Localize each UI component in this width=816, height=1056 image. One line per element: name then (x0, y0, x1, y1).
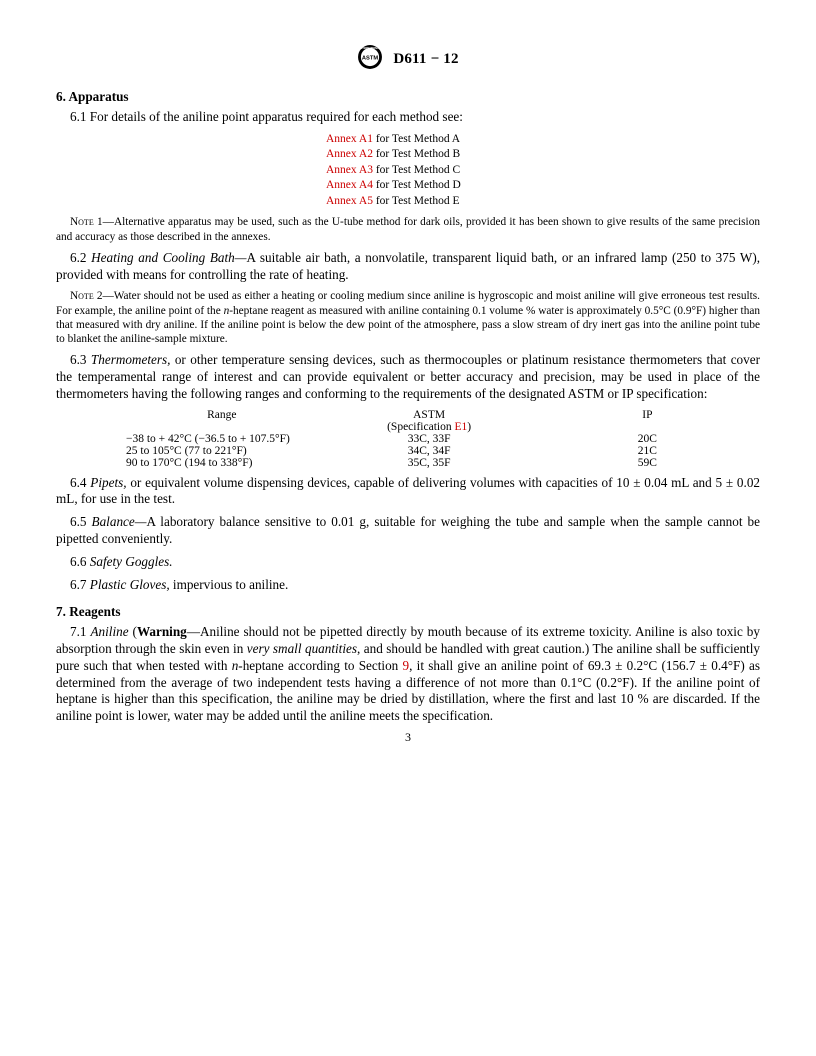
annex-link[interactable]: Annex A2 (326, 148, 373, 160)
spec-e1-link[interactable]: E1 (454, 421, 467, 433)
th-astm-line2b: ) (467, 421, 471, 433)
thermometer-table: Range ASTM (Specification E1) IP −38 to … (56, 409, 760, 469)
para-6-6: 6.6 Safety Goggles. (56, 554, 760, 571)
table-row: −38 to + 42°C (−36.5 to + 107.5°F) 33C, … (56, 433, 760, 445)
table-header-row: Range ASTM (Specification E1) IP (56, 409, 760, 433)
para-body: A laboratory balance sensitive to 0.01 g… (56, 514, 760, 546)
table-row: 90 to 170°C (194 to 338°F) 35C, 35F 59C (56, 457, 760, 469)
astm-logo: ASTM INTERNATIONAL (357, 44, 383, 75)
th-ip: IP (535, 409, 760, 433)
para-6-4: 6.4 Pipets, or equivalent volume dispens… (56, 475, 760, 509)
para-title: Aniline (90, 624, 132, 639)
para-6-7: 6.7 Plastic Gloves, impervious to anilin… (56, 577, 760, 594)
annex-text: for Test Method D (373, 179, 461, 191)
para-body: or equivalent volume dispensing devices,… (56, 475, 760, 507)
th-astm-line2a: (Specification (387, 421, 454, 433)
note-2: Note 2—Water should not be used as eithe… (56, 289, 760, 345)
annex-text: for Test Method A (373, 133, 460, 145)
very-small-italic: very small quantities (247, 641, 357, 656)
para-body: impervious to aniline. (170, 577, 289, 592)
para-title: Plastic Gloves, (90, 577, 170, 592)
annex-text: for Test Method C (373, 164, 460, 176)
annex-link[interactable]: Annex A3 (326, 164, 373, 176)
annex-row: Annex A2 for Test Method B (326, 147, 760, 163)
para-title: Safety Goggles. (90, 554, 173, 569)
svg-text:ASTM: ASTM (362, 56, 378, 62)
n-heptane-italic: n- (224, 305, 233, 317)
document-header: ASTM INTERNATIONAL D611 − 12 (56, 44, 760, 75)
annex-link[interactable]: Annex A1 (326, 133, 373, 145)
cell-astm: 35C, 35F (324, 457, 535, 469)
th-range: Range (56, 409, 324, 433)
para-num: 6.3 (70, 352, 91, 367)
para-7-1: 7.1 Aniline (Warning—Aniline should not … (56, 624, 760, 725)
annex-text: for Test Method B (373, 148, 460, 160)
cell-range: 25 to 105°C (77 to 221°F) (56, 445, 324, 457)
th-astm: ASTM (Specification E1) (324, 409, 535, 433)
page-container: ASTM INTERNATIONAL D611 − 12 6. Apparatu… (0, 0, 816, 771)
note-label: Note (70, 290, 94, 302)
section-6-heading: 6. Apparatus (56, 89, 760, 105)
para-num: 6.2 (70, 250, 91, 265)
cell-ip: 20C (535, 433, 760, 445)
para-title: Pipets, (90, 475, 126, 490)
para-num: 7.1 (70, 624, 90, 639)
annex-link[interactable]: Annex A5 (326, 195, 373, 207)
note-1: Note 1—Alternative apparatus may be used… (56, 215, 760, 243)
cell-ip: 59C (535, 457, 760, 469)
annex-row: Annex A1 for Test Method A (326, 132, 760, 148)
cell-astm: 34C, 34F (324, 445, 535, 457)
page-number: 3 (0, 730, 816, 745)
annex-text: for Test Method E (373, 195, 460, 207)
th-astm-line1: ASTM (413, 409, 445, 421)
para-6-1: 6.1 For details of the aniline point app… (56, 109, 760, 126)
para-num: 6.5 (70, 514, 92, 529)
cell-astm: 33C, 33F (324, 433, 535, 445)
para-body-c: heptane according to Section (243, 658, 403, 673)
para-6-2: 6.2 Heating and Cooling Bath—A suitable … (56, 250, 760, 284)
section-7-heading: 7. Reagents (56, 604, 760, 620)
annex-row: Annex A5 for Test Method E (326, 194, 760, 210)
cell-range: 90 to 170°C (194 to 338°F) (56, 457, 324, 469)
para-6-5: 6.5 Balance—A laboratory balance sensiti… (56, 514, 760, 548)
para-num: 6.7 (70, 577, 90, 592)
para-num: 6.4 (70, 475, 90, 490)
cell-range: −38 to + 42°C (−36.5 to + 107.5°F) (56, 433, 324, 445)
para-6-3: 6.3 Thermometers, or other temperature s… (56, 352, 760, 403)
designation-title: D611 − 12 (393, 51, 458, 68)
para-num: 6.6 (70, 554, 90, 569)
annex-link[interactable]: Annex A4 (326, 179, 373, 191)
para-title: Heating and Cooling Bath— (91, 250, 246, 265)
n-heptane-italic: n- (232, 658, 243, 673)
note-label: Note (70, 216, 94, 228)
note-text-body: 1—Alternative apparatus may be used, suc… (56, 216, 760, 242)
annex-row: Annex A4 for Test Method D (326, 178, 760, 194)
para-title: Balance— (92, 514, 147, 529)
warning-label: Warning (137, 624, 187, 639)
annex-list: Annex A1 for Test Method A Annex A2 for … (326, 132, 760, 210)
annex-row: Annex A3 for Test Method C (326, 163, 760, 179)
cell-ip: 21C (535, 445, 760, 457)
table-row: 25 to 105°C (77 to 221°F) 34C, 34F 21C (56, 445, 760, 457)
para-title: Thermometers, (91, 352, 171, 367)
